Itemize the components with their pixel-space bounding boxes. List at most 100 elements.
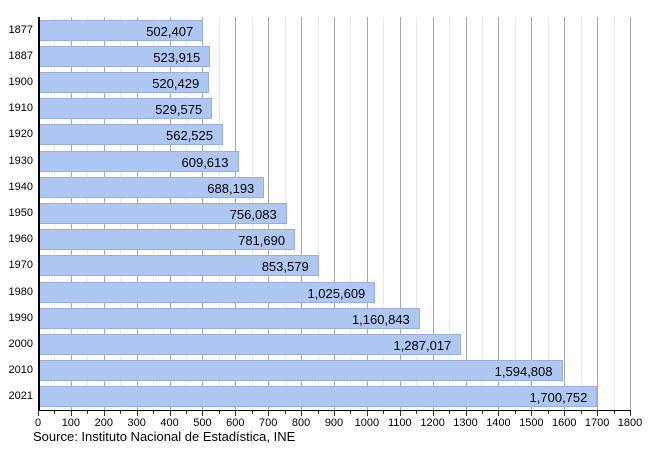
minor-gridline: [514, 17, 516, 410]
x-tick-label: 1100: [387, 417, 412, 429]
year-label: 1920: [8, 128, 33, 141]
minor-gridline: [317, 17, 319, 410]
major-tick: [268, 411, 270, 416]
population-bar: 853,579: [38, 255, 319, 277]
x-tick-label: 1200: [420, 417, 445, 429]
year-label: 1877: [8, 23, 33, 36]
major-gridline: [498, 17, 500, 410]
major-tick: [564, 411, 566, 416]
minor-gridline: [482, 17, 483, 410]
minor-tick: [449, 411, 451, 414]
minor-tick: [87, 411, 89, 414]
x-tick-label: 600: [226, 417, 245, 429]
bar-row: 688,193: [38, 176, 630, 198]
population-bar: 1,025,609: [38, 281, 376, 303]
bar-row: 1,025,609: [38, 281, 630, 303]
value-label: 1,287,017: [393, 338, 452, 353]
major-gridline: [334, 17, 335, 410]
x-tick-label: 200: [94, 417, 113, 429]
year-label: 1900: [8, 76, 33, 88]
minor-tick: [482, 411, 483, 414]
major-gridline: [531, 17, 533, 410]
major-tick: [399, 411, 401, 416]
major-tick: [103, 411, 105, 416]
major-gridline: [301, 17, 303, 410]
source-note: Source: Instituto Nacional de Estadístic…: [33, 429, 296, 444]
minor-gridline: [383, 17, 385, 410]
bar-row: 502,407: [38, 19, 630, 41]
major-tick: [169, 411, 171, 416]
year-label: 2010: [8, 364, 33, 377]
x-tick-label: 800: [291, 417, 311, 429]
year-label: 1910: [8, 102, 33, 115]
major-tick: [465, 411, 467, 416]
value-label: 1,700,752: [529, 390, 588, 406]
value-label: 520,429: [152, 76, 200, 91]
x-tick-label: 1400: [486, 417, 511, 429]
bar-row: 781,690: [38, 229, 630, 251]
x-tick-label: 1300: [453, 417, 478, 429]
major-tick: [597, 411, 599, 416]
minor-tick: [547, 411, 549, 414]
major-tick: [301, 411, 303, 416]
plot-area: 502,407 523,915 520,429 529,575 562,525 609,6…: [38, 17, 631, 410]
population-bar: 520,429: [38, 72, 210, 93]
population-bar: 781,690: [38, 229, 296, 251]
minor-tick: [580, 411, 582, 414]
major-gridline: [597, 17, 599, 410]
x-tick-label: 1000: [354, 417, 380, 429]
minor-gridline: [580, 17, 582, 410]
minor-tick: [120, 411, 122, 414]
population-bar: 1,160,843: [38, 307, 420, 329]
bar-row: 1,287,017: [38, 334, 630, 355]
major-tick: [531, 411, 533, 416]
major-gridline: [366, 17, 368, 410]
minor-tick: [284, 411, 286, 414]
x-axis-line: [38, 410, 631, 411]
x-tick-label: 900: [324, 417, 344, 429]
bar-row: 520,429: [38, 72, 630, 93]
major-gridline: [432, 17, 434, 410]
year-label: 1960: [8, 233, 33, 246]
major-gridline: [630, 17, 631, 410]
major-gridline: [564, 17, 566, 410]
population-bar: 688,193: [38, 176, 265, 198]
value-label: 609,613: [181, 154, 229, 170]
minor-tick: [514, 411, 516, 414]
value-label: 756,083: [229, 207, 277, 222]
bar-row: 1,594,808: [38, 360, 630, 382]
x-tick-label: 400: [160, 417, 179, 429]
bar-row: 1,700,752: [38, 386, 630, 408]
value-label: 523,915: [153, 49, 201, 65]
minor-tick: [383, 411, 385, 414]
y-axis-line: [38, 17, 40, 411]
population-bar: 529,575: [38, 98, 213, 120]
value-label: 1,025,609: [307, 285, 366, 301]
minor-tick: [613, 411, 615, 414]
bar-row: 609,613: [38, 150, 630, 172]
x-tick-label: 500: [193, 417, 212, 429]
year-label: 1970: [8, 259, 33, 272]
year-label: 1980: [8, 285, 33, 298]
minor-tick: [416, 411, 418, 414]
major-tick: [498, 411, 500, 416]
minor-gridline: [613, 17, 615, 410]
minor-gridline: [416, 17, 418, 410]
minor-gridline: [547, 17, 549, 410]
population-bar: 1,594,808: [38, 360, 563, 382]
year-label: 1930: [8, 154, 33, 167]
value-label: 502,407: [146, 23, 194, 39]
major-tick: [136, 411, 138, 416]
value-label: 562,525: [166, 128, 213, 144]
x-tick-label: 300: [127, 417, 146, 429]
population-bar: 562,525: [38, 124, 223, 146]
year-label: 1950: [8, 207, 33, 219]
x-tick-label: 1700: [584, 417, 610, 429]
major-gridline: [399, 17, 401, 410]
value-label: 688,193: [207, 180, 255, 196]
bar-row: 1,160,843: [38, 307, 630, 329]
x-tick-label: 1500: [519, 417, 544, 429]
population-bar: 502,407: [38, 19, 204, 41]
minor-tick: [153, 411, 155, 414]
